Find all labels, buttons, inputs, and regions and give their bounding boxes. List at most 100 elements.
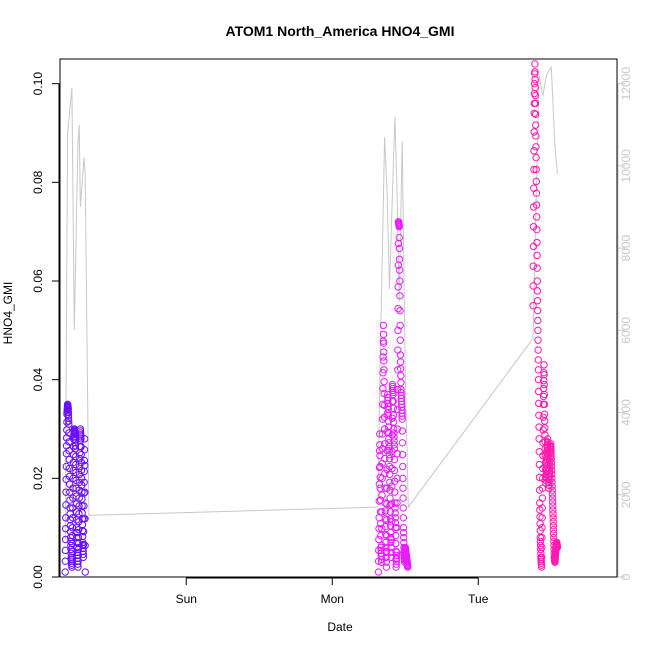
data-point-series-1 [68, 514, 77, 522]
data-point-series-2 [379, 353, 387, 361]
data-point-series-1 [81, 515, 89, 523]
data-point-series-2 [392, 539, 400, 548]
data-point-series-1 [80, 456, 89, 465]
data-point-series-2 [404, 563, 412, 571]
data-point-series-1 [73, 538, 81, 547]
data-point-series-3 [530, 79, 539, 88]
data-point-series-3 [532, 213, 541, 221]
data-point-series-2 [387, 538, 395, 547]
data-point-series-3 [533, 287, 542, 295]
data-point-series-2 [393, 474, 401, 483]
altitude-line [64, 65, 558, 541]
data-point-series-1 [80, 502, 88, 510]
data-point-series-1 [77, 450, 85, 459]
data-point-series-2 [390, 425, 398, 433]
data-point-series-2 [398, 412, 406, 420]
data-point-series-1 [75, 510, 83, 518]
data-point-series-3 [549, 514, 557, 522]
data-point-series-2 [378, 508, 386, 516]
data-point-series-3 [533, 238, 541, 247]
data-point-series-3 [538, 494, 547, 502]
data-point-series-3 [532, 143, 540, 151]
data-point-series-2 [399, 528, 408, 537]
data-point-series-3 [547, 458, 556, 467]
data-point-series-2 [381, 522, 390, 531]
data-point-series-3 [541, 424, 549, 432]
data-point-series-3 [534, 326, 542, 335]
data-point-series-1 [74, 525, 83, 534]
data-point-series-1 [81, 568, 89, 576]
data-point-series-2 [395, 223, 403, 231]
data-point-series-3 [530, 128, 538, 136]
y-tick-label-right: 6000 [619, 317, 633, 344]
data-point-series-2 [397, 378, 405, 387]
data-point-series-3 [533, 225, 541, 234]
data-point-series-3 [535, 411, 543, 419]
data-point-series-3 [549, 521, 558, 530]
data-point-series-3 [529, 262, 537, 270]
data-point-series-2 [378, 524, 386, 533]
data-point-series-3 [547, 454, 555, 463]
data-point-series-2 [385, 462, 394, 471]
data-point-series-3 [534, 336, 542, 344]
data-point-series-2 [375, 480, 384, 488]
data-point-series-2 [390, 466, 399, 475]
data-point-series-2 [398, 450, 407, 459]
data-point-series-2 [395, 233, 404, 242]
data-point-series-2 [383, 500, 391, 508]
data-point-series-2 [399, 533, 408, 542]
data-point-series-1 [61, 568, 69, 576]
data-point-series-3 [534, 346, 542, 354]
data-point-series-3 [535, 447, 543, 456]
data-point-series-3 [540, 390, 549, 399]
data-point-series-3 [539, 426, 547, 434]
data-point-series-3 [538, 514, 546, 522]
data-point-series-3 [549, 529, 558, 538]
data-point-series-2 [382, 538, 390, 547]
data-point-series-2 [390, 455, 399, 464]
chart-title: ATOM1 North_America HNO4_GMI [226, 23, 455, 39]
data-point-series-3 [540, 380, 548, 389]
data-point-series-1 [61, 535, 70, 544]
data-point-series-3 [533, 306, 542, 315]
data-point-series-2 [382, 543, 390, 552]
data-point-series-2 [382, 563, 391, 571]
data-point-series-2 [396, 277, 404, 285]
data-point-series-2 [380, 366, 388, 374]
data-point-series-2 [383, 516, 391, 524]
x-tick-label: Mon [321, 592, 344, 606]
data-point-series-1 [79, 540, 88, 549]
data-point-series-3 [549, 518, 557, 526]
data-point-series-2 [397, 372, 405, 380]
data-point-series-2 [379, 321, 388, 330]
data-point-series-2 [392, 551, 401, 559]
data-point-series-2 [391, 488, 399, 496]
data-point-series-2 [395, 266, 404, 274]
data-point-series-2 [387, 518, 396, 526]
data-point-series-3 [529, 301, 537, 310]
data-point-series-3 [537, 553, 546, 561]
data-point-series-2 [398, 427, 407, 435]
data-point-series-3 [549, 510, 557, 518]
data-point-series-2 [384, 402, 392, 411]
data-point-series-1 [75, 462, 84, 471]
y-tick-label-right: 2000 [619, 481, 633, 508]
y-axis-label: HNO4_GMI [1, 282, 15, 345]
data-point-series-2 [390, 441, 398, 449]
x-tick-label: Tue [468, 592, 489, 606]
data-point-series-2 [389, 404, 398, 412]
data-point-series-3 [553, 543, 562, 552]
data-point-series-3 [533, 277, 541, 285]
data-point-series-2 [393, 449, 401, 458]
data-point-series-3 [532, 201, 541, 209]
data-point-series-2 [375, 535, 383, 544]
data-point-series-2 [396, 321, 404, 330]
data-point-series-1 [77, 474, 86, 483]
data-point-series-2 [381, 454, 389, 463]
data-point-series-3 [534, 356, 542, 364]
data-point-series-1 [80, 489, 88, 497]
y-axis-left: 0.00 0.02 0.04 0.06 0.08 0.10 [31, 72, 60, 589]
data-point-series-2 [392, 547, 400, 556]
y-tick-label-left: 0.10 [31, 72, 45, 96]
data-point-series-2 [391, 514, 399, 522]
